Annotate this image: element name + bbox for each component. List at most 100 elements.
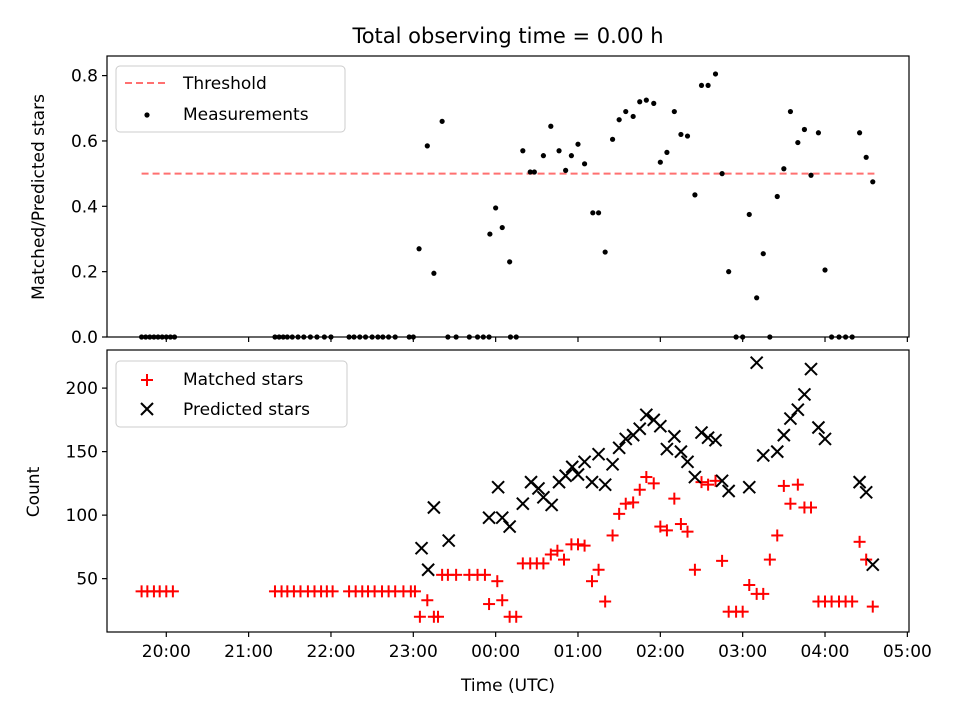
predicted-star-point	[577, 455, 592, 469]
predicted-star-point	[688, 470, 702, 484]
matched-star-point	[853, 535, 866, 548]
matched-star-point	[551, 544, 564, 557]
predicted-star-point	[777, 428, 791, 442]
matched-star-point	[578, 539, 591, 552]
measurement-point	[439, 118, 445, 124]
matched-star-point	[592, 563, 605, 576]
matched-star-point	[668, 492, 681, 505]
measurement-point	[637, 99, 643, 105]
predicted-star-point	[585, 475, 599, 489]
measurement-point	[563, 167, 569, 173]
measurement-point	[671, 108, 677, 115]
predicted-star-point	[783, 411, 798, 426]
matched-star-point	[326, 585, 339, 598]
predicted-star-point	[482, 510, 496, 525]
matched-star-point	[413, 610, 426, 623]
measurement-point	[575, 141, 581, 147]
measurement-point	[520, 148, 526, 154]
x-tick-label: 03:00	[718, 642, 767, 662]
measurement-point	[493, 205, 499, 211]
matched-star-point	[860, 553, 873, 566]
count-y-ticks: 50 100 150 200	[66, 379, 107, 590]
matched-star-point	[771, 529, 784, 542]
y-tick-label: 0.8	[71, 67, 98, 87]
predicted-star-point	[660, 442, 674, 456]
matched-star-point	[846, 595, 859, 608]
x-tick-label: 04:00	[801, 642, 850, 662]
matched-legend-swatch	[141, 374, 153, 386]
x-tick-label: 01:00	[553, 642, 602, 662]
matched-star-point	[421, 594, 434, 607]
count-panel: 50 100 150 200 20:00 21:00 22:00 23:00 00:00 01:…	[24, 349, 932, 696]
predicted-star-point	[694, 425, 709, 440]
matched-star-point	[709, 474, 722, 487]
predicted-star-point	[598, 477, 612, 492]
matched-star-point	[866, 600, 879, 613]
predicted-star-point	[531, 481, 546, 496]
ratio-legend-box	[115, 65, 346, 133]
matched-star-point	[784, 497, 797, 510]
y-tick-label: 100	[66, 506, 98, 526]
matched-star-point	[537, 557, 550, 570]
measurement-point	[712, 71, 719, 77]
measurement-point	[568, 153, 575, 159]
matched-star-point	[805, 501, 818, 514]
threshold-legend-label: Threshold	[182, 74, 267, 94]
matched-star-point	[510, 610, 523, 623]
matched-star-point	[777, 479, 790, 492]
measurement-point	[870, 179, 876, 185]
measurement-point	[815, 130, 822, 136]
count-legend: Matched stars Predicted stars	[115, 360, 348, 428]
predicted-star-point	[414, 541, 429, 555]
y-tick-label: 200	[66, 379, 98, 399]
measurement-point	[774, 193, 780, 200]
measurement-point	[431, 270, 437, 276]
matched-star-point	[688, 563, 701, 576]
measurements-legend-label: Measurements	[183, 105, 309, 125]
measurement-point	[863, 154, 869, 160]
matched-star-point	[640, 471, 653, 484]
matched-star-point	[571, 538, 584, 551]
predicted-star-point	[721, 484, 736, 498]
ratio-y-ticks: 0.0 0.2 0.4 0.6 0.8	[71, 67, 107, 348]
measurement-point	[692, 192, 698, 198]
ratio-y-axis-label: Matched/Predicted stars	[29, 94, 49, 300]
count-axes-frame	[106, 349, 910, 633]
predicted-star-point	[742, 480, 756, 494]
count-marks	[135, 355, 880, 623]
x-tick-label: 21:00	[224, 642, 273, 662]
predicted-star-point	[544, 498, 559, 512]
predicted-star-point	[852, 475, 867, 489]
matched-star-point	[478, 568, 491, 581]
predicted-star-point	[674, 444, 688, 459]
x-axis-label: Time (UTC)	[460, 676, 555, 696]
predicted-star-point	[715, 474, 729, 488]
predicted-star-point	[421, 563, 435, 577]
predicted-star-point	[558, 469, 573, 483]
measurement-point	[623, 108, 629, 115]
matched-star-point	[757, 587, 770, 600]
measurement-point	[781, 166, 787, 172]
predicted-star-point	[791, 402, 805, 417]
predicted-star-point	[605, 457, 620, 472]
y-tick-label: 0.0	[71, 328, 98, 348]
predicted-star-point	[818, 432, 832, 446]
ratio-axes-frame	[106, 55, 910, 338]
measurement-point	[801, 126, 808, 133]
predicted-legend-label: Predicted stars	[183, 400, 310, 420]
predicted-star-point	[797, 387, 812, 402]
matched-star-point	[743, 579, 756, 591]
predicted-star-point	[749, 355, 764, 370]
matched-star-point	[695, 476, 708, 489]
measurement-point	[609, 136, 616, 142]
measurement-point	[643, 97, 649, 103]
predicted-star-point	[612, 441, 626, 455]
measurements-legend-swatch	[144, 112, 150, 118]
matched-star-point	[619, 497, 632, 510]
predicted-star-point	[639, 408, 654, 422]
measurement-point	[630, 113, 636, 120]
ratio-panel: 0.00.20.40.60.8 Matched/Predicted stars …	[29, 55, 910, 348]
measurement-point	[754, 295, 760, 301]
predicted-star-point	[653, 419, 668, 433]
